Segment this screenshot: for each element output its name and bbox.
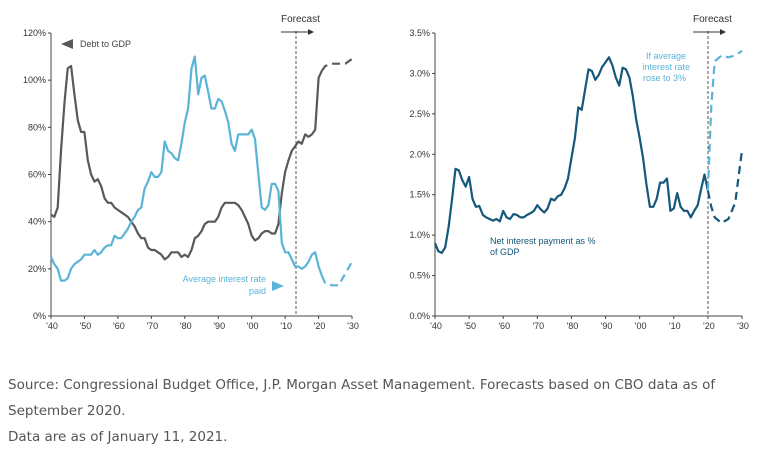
debt-legend-triangle-icon [61,39,73,49]
right-x-tick-label: '80 [567,321,579,331]
left-x-tick-label: '10 [280,321,292,331]
right-y-tick-label: 3.5% [409,28,430,38]
right-forecast-label: Forecast [693,14,732,25]
right-x-tick-label: '30 [737,321,749,331]
charts-canvas: 0% 20% 40% 60% 80% 100% 120% '40 '50 '60 '70 '80 '9… [23,14,749,331]
right-y-tick-label: 3.0% [409,68,430,78]
rate-3pct-label-3: rose to 3% [643,73,686,83]
interest-legend-triangle-icon [272,281,284,291]
left-y-tick-label: 120% [23,28,46,38]
left-x-tick-label: '70 [146,321,158,331]
rate-3pct-label-1: If average [646,51,686,61]
net-interest-label-1: Net interest payment as % [490,236,596,246]
data-date-line: Data are as of January 11, 2021. [8,429,228,445]
right-x-tick-label: '50 [464,321,476,331]
left-series-average-interest-rate-paid-line [50,55,323,282]
left-series-debt-to-gdp-forecast [320,58,353,72]
left-x-tick-label: '00 [247,321,259,331]
left-y-tick-label: 100% [23,75,46,85]
left-x-tick-label: '60 [113,321,125,331]
debt-legend-label: Debt to GDP [80,39,131,49]
right-x-tick-label: '20 [703,321,715,331]
left-x-tick-label: '90 [213,321,225,331]
net-interest-label-2: of GDP [490,247,520,257]
right-x-tick-label: '60 [498,321,510,331]
right-x-tick-label: '40 [430,321,442,331]
left-y-tick-label: 40% [28,217,46,227]
right-forecast-arrowhead [720,29,726,35]
left-x-tick-label: '30 [347,321,359,331]
right-y-tick-label: 2.0% [409,149,430,159]
debt-interest-chart: 0% 20% 40% 60% 80% 100% 120% '40 '50 '60 '70 '80 '9… [23,14,359,331]
right-series-net-interest-payment-as-of-gdp-line [433,56,709,254]
right-y-tick-label: 1.0% [409,230,430,240]
left-y-tick-label: 60% [28,170,46,180]
left-forecast-label: Forecast [281,14,320,25]
right-y-tick-label: 1.5% [409,190,430,200]
net-interest-chart: 0.0% 0.5% 1.0% 1.5% 2.0% 2.5% 3.0% 3.5% '40 '50 '… [409,14,748,331]
left-forecast-arrowhead [308,29,314,35]
left-x-tick-label: '40 [46,321,58,331]
right-x-tick-label: '90 [601,321,613,331]
right-y-tick-label: 2.5% [409,109,430,119]
left-y-tick-label: 0% [33,311,46,321]
left-series-debt-to-gdp-line [50,64,323,261]
right-x-tick-label: '00 [635,321,647,331]
left-y-tick-label: 20% [28,264,46,274]
right-x-tick-label: '10 [669,321,681,331]
source-line: Source: Congressional Budget Office, J.P… [8,377,716,419]
rate-3pct-label-2: interest rate [642,62,690,72]
left-y-tick-label: 80% [28,122,46,132]
left-x-tick-label: '50 [80,321,92,331]
right-forecast-baseline [706,150,744,225]
right-y-tick-label: 0.0% [409,311,430,321]
left-series-average-interest-rate-paid-forecast [320,261,353,287]
right-y-tick-label: 0.5% [409,271,430,281]
source-notes: Source: Congressional Budget Office, J.P… [8,372,753,450]
left-x-tick-label: '80 [180,321,192,331]
interest-legend-label-2: paid [249,286,266,296]
left-x-tick-label: '20 [314,321,326,331]
interest-legend-label-1: Average interest rate [183,274,266,284]
right-x-tick-label: '70 [532,321,544,331]
right-forecast-if-average-interest-rate-rose-to-3 [706,49,743,191]
